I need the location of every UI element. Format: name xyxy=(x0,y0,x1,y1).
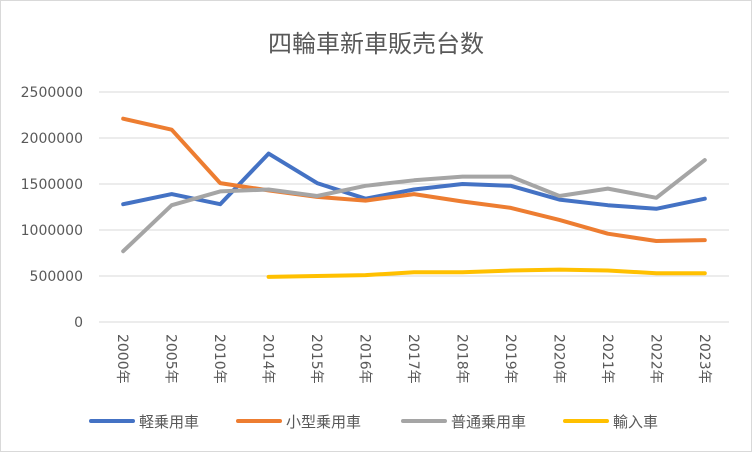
x-tick-label: 2014年 xyxy=(260,334,276,384)
series-lines xyxy=(121,116,707,279)
legend-label: 普通乗用車 xyxy=(451,413,526,431)
x-tick-label: 2015年 xyxy=(308,334,324,384)
x-tick-label: 2017年 xyxy=(405,334,421,384)
y-tick-label: 2000000 xyxy=(21,131,83,147)
series-line-3 xyxy=(266,267,707,279)
y-tick-label: 500000 xyxy=(30,269,83,285)
x-tick-label: 2000年 xyxy=(114,334,130,384)
gridlines xyxy=(99,91,729,323)
legend-label: 軽乗用車 xyxy=(139,413,199,431)
y-tick-label: 2500000 xyxy=(21,85,83,101)
x-tick-label: 2005年 xyxy=(163,334,179,384)
legend: 軽乗用車 小型乗用車 普通乗用車 輸入車 xyxy=(89,413,658,431)
x-tick-label: 2023年 xyxy=(696,334,712,384)
y-tick-label: 1500000 xyxy=(21,177,83,193)
x-axis-tick-labels: 2000年 2005年 2010年 2014年 2015年 2016年 2017年 2018年… xyxy=(114,334,712,384)
x-tick-label: 2018年 xyxy=(453,334,469,384)
x-tick-label: 2016年 xyxy=(357,334,373,384)
legend-label: 輸入車 xyxy=(613,413,658,431)
legend-label: 小型乗用車 xyxy=(286,413,361,431)
y-tick-label: 0 xyxy=(74,315,83,331)
x-tick-label: 2022年 xyxy=(647,334,663,384)
chart-title: 四輪車新車販売台数 xyxy=(268,30,484,58)
x-tick-label: 2020年 xyxy=(550,334,566,384)
y-tick-label: 1000000 xyxy=(21,223,83,239)
x-tick-label: 2019年 xyxy=(502,334,518,384)
x-tick-label: 2021年 xyxy=(599,334,615,384)
x-tick-label: 2010年 xyxy=(211,334,227,384)
y-axis-tick-labels: 0 500000 1000000 1500000 2000000 2500000 xyxy=(21,85,83,331)
